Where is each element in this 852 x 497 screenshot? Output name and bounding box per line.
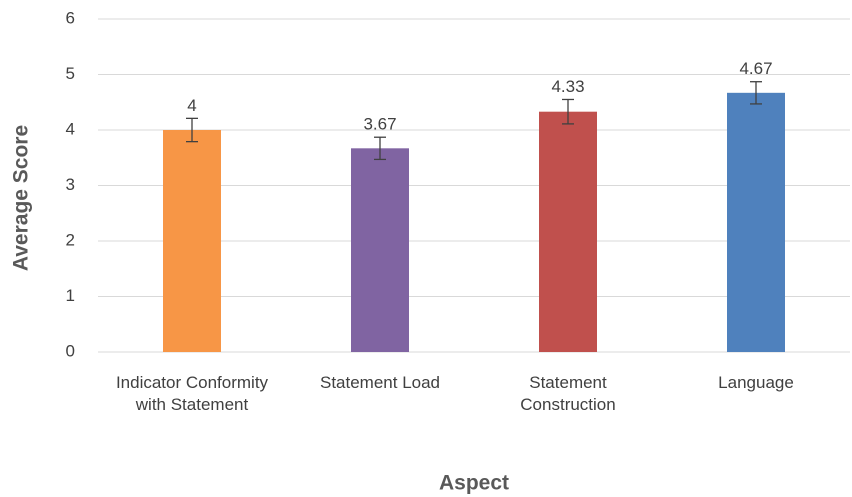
y-tick-label: 3 xyxy=(66,175,75,194)
bar xyxy=(163,130,221,352)
y-axis-title: Average Score xyxy=(10,125,33,271)
x-tick-label: Statement Load xyxy=(319,373,441,392)
data-label: 4 xyxy=(187,96,196,115)
data-label: 3.67 xyxy=(363,115,396,134)
error-bar xyxy=(750,81,762,105)
y-tick-label: 0 xyxy=(66,341,75,360)
error-bar xyxy=(186,117,198,143)
x-tick-label: Statement Construction xyxy=(520,373,616,414)
data-label: 4.33 xyxy=(551,77,584,96)
y-tick-label: 5 xyxy=(66,64,75,83)
data-label: 4.67 xyxy=(739,59,772,78)
bar xyxy=(539,111,597,352)
x-tick-label: Indicator Conformity with Statement xyxy=(115,373,269,414)
x-tick-label: Language xyxy=(718,373,794,392)
error-bar xyxy=(374,136,386,161)
bar xyxy=(351,148,409,352)
y-tick-label: 1 xyxy=(66,286,75,305)
y-tick-label: 6 xyxy=(66,8,75,27)
bar xyxy=(727,92,785,352)
x-axis-title: Aspect xyxy=(439,472,509,495)
y-tick-label: 2 xyxy=(66,230,75,249)
error-bar xyxy=(562,98,574,125)
y-tick-label: 4 xyxy=(66,119,75,138)
